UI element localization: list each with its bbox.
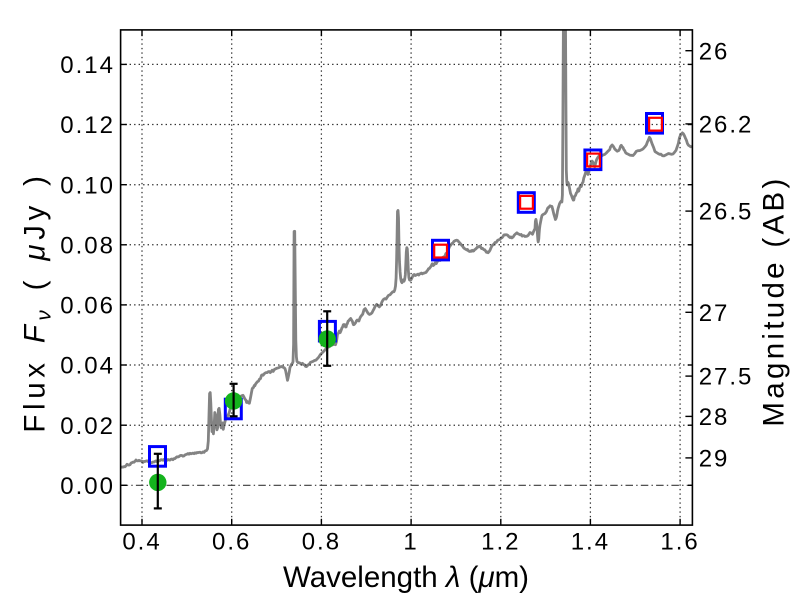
svg-text:28: 28 — [699, 404, 730, 431]
svg-text:0.00: 0.00 — [60, 473, 115, 500]
svg-text:Wavelength λ (μm): Wavelength λ (μm) — [283, 561, 529, 594]
svg-text:0.8: 0.8 — [302, 529, 341, 556]
svg-text:Flux Fν ( μJy ): Flux Fν ( μJy ) — [19, 171, 56, 432]
svg-text:26.5: 26.5 — [699, 199, 754, 226]
svg-text:Magnitude (AB): Magnitude (AB) — [758, 175, 791, 426]
svg-text:0.6: 0.6 — [212, 529, 251, 556]
svg-text:26: 26 — [699, 38, 730, 65]
svg-text:1.2: 1.2 — [481, 529, 520, 556]
svg-text:0.08: 0.08 — [60, 232, 115, 259]
svg-text:0.06: 0.06 — [60, 293, 115, 320]
svg-text:0.14: 0.14 — [60, 52, 115, 79]
svg-text:1: 1 — [403, 529, 418, 556]
svg-text:0.10: 0.10 — [60, 172, 115, 199]
svg-text:26.2: 26.2 — [699, 112, 754, 139]
svg-text:0.02: 0.02 — [60, 413, 115, 440]
svg-text:0.12: 0.12 — [60, 112, 115, 139]
svg-text:29: 29 — [699, 446, 730, 473]
svg-text:27: 27 — [699, 300, 730, 327]
svg-text:27.5: 27.5 — [699, 364, 754, 391]
svg-text:1.4: 1.4 — [571, 529, 610, 556]
svg-text:0.4: 0.4 — [122, 529, 161, 556]
svg-text:0.04: 0.04 — [60, 353, 115, 380]
svg-text:1.6: 1.6 — [660, 529, 699, 556]
